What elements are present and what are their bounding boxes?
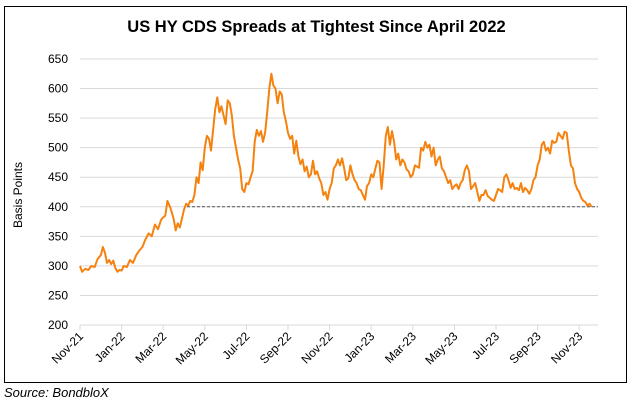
x-tick-label: May-23 [422,329,460,367]
y-tick-label: 250 [48,288,68,302]
chart-frame [4,6,627,383]
series-lines [79,72,593,273]
x-tick-label: Jan-23 [341,329,377,365]
x-tick-label: Jul-22 [220,329,253,362]
x-tick-label: Jan-22 [92,329,128,365]
gridlines [79,58,598,330]
y-tick-label: 300 [48,259,68,273]
y-tick-label: 650 [48,52,68,66]
chart-title: US HY CDS Spreads at Tightest Since Apri… [127,18,506,36]
x-tick-label: Mar-22 [133,329,170,366]
x-tick-label: May-22 [173,329,211,367]
y-tick-label: 200 [48,318,68,332]
y-tick-label: 550 [48,111,68,125]
x-tick-labels: Nov-21 Jan-22 Mar-22 May-22 Jul-22 Sep-22 Nov-… [49,329,586,367]
x-tick-label: Nov-21 [49,329,86,366]
x-tick-label: Nov-22 [298,329,335,366]
y-tick-label: 500 [48,141,68,155]
y-tick-labels: 200 250 300 350 400 450 500 550 600 650 [48,52,68,332]
series-line [79,72,593,273]
x-tick-label: Nov-23 [548,329,585,366]
x-tick-label: Mar-23 [382,329,419,366]
y-tick-label: 400 [48,200,68,214]
x-tick-label: Sep-23 [506,329,543,366]
y-tick-label: 350 [48,229,68,243]
x-tick-label: Jul-23 [469,329,502,362]
source-label: Source: BondbloX [4,385,109,400]
x-tick-label: Sep-22 [257,329,294,366]
y-tick-label: 600 [48,82,68,96]
y-tick-label: 450 [48,170,68,184]
